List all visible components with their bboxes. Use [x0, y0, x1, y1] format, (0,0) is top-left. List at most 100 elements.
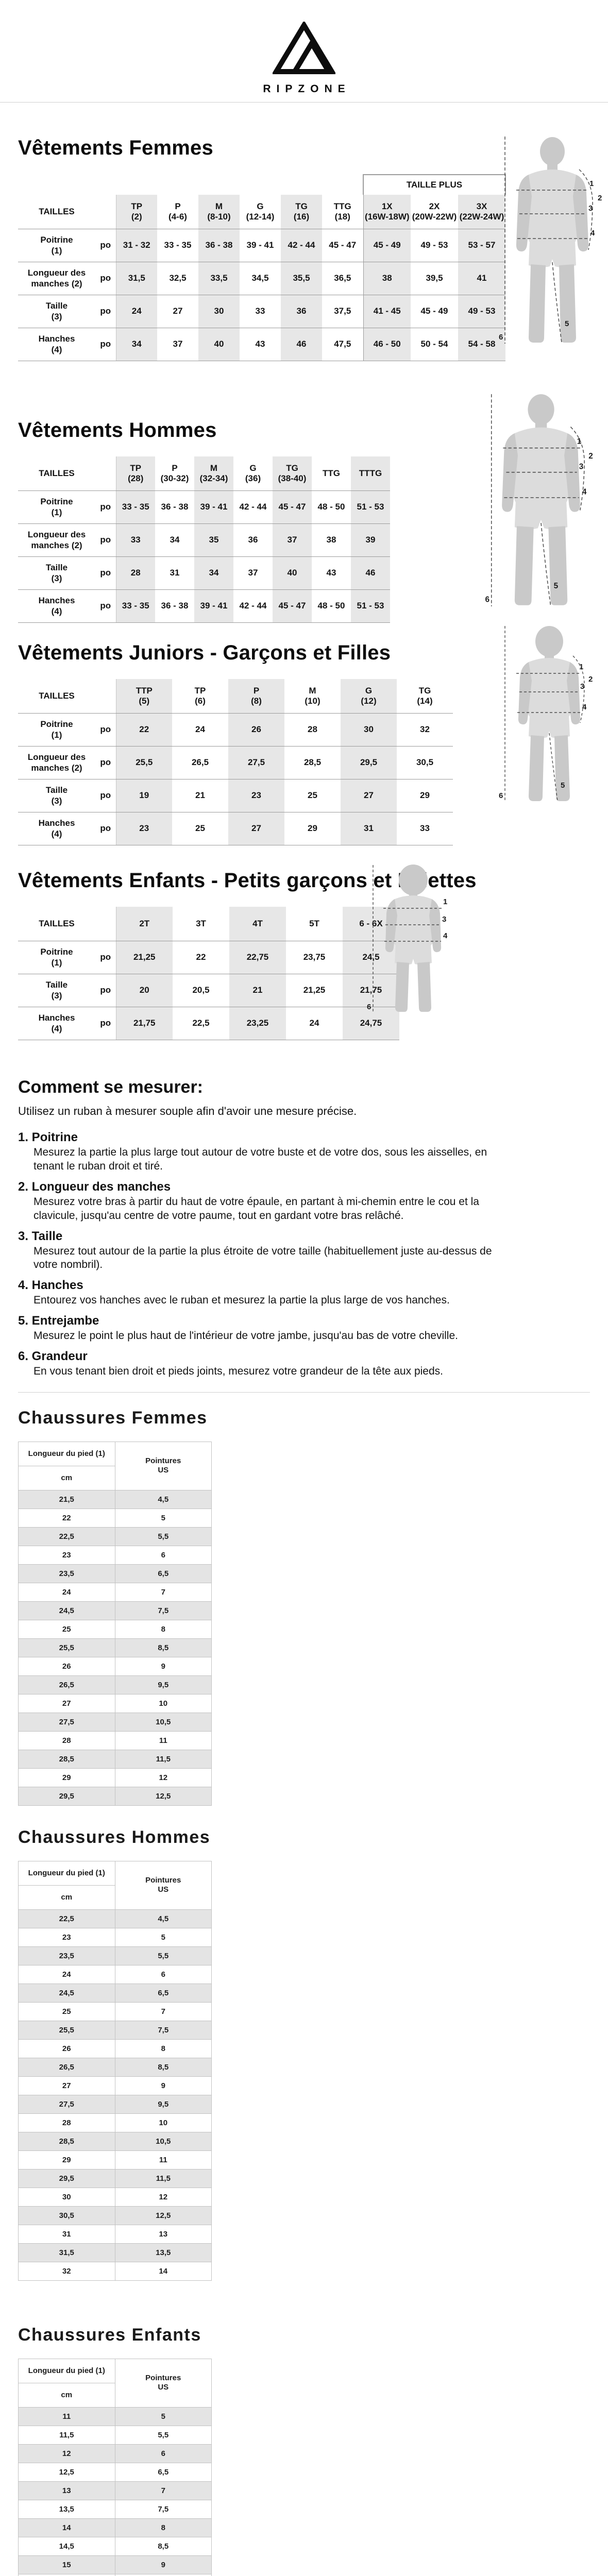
measurement-value: 27,5 [228, 746, 284, 779]
juniors-size-table: TAILLES TTP (5) TP (6) P (8) M (10) G (12) TG (14) Po… [18, 679, 453, 845]
svg-text:6: 6 [367, 1003, 371, 1011]
size-column-header: TTG (18) [322, 195, 363, 229]
table-row: 30,5 12,5 [18, 2206, 212, 2225]
us-size-header: Pointures US [114, 1860, 212, 1910]
us-size-value: 7,5 [114, 2020, 212, 2040]
male-silhouette-icon: 1 2 3 4 5 6 [485, 394, 593, 606]
us-size-value: 5,5 [114, 2425, 212, 2445]
cm-value: 23,5 [18, 1946, 115, 1965]
female-silhouette-icon: 1 2 3 4 5 6 [499, 137, 602, 344]
measurement-value: 37 [157, 328, 198, 361]
measurement-value: 40 [273, 556, 312, 590]
us-size-header: Pointures US [114, 1441, 212, 1490]
us-size-value: 12 [114, 2187, 212, 2207]
measurement-value: 31 [155, 556, 194, 590]
table-row: Longueur des manches (2) po 25,5 26,5 27,5 28,… [18, 746, 453, 779]
measurement-value: 36 [281, 295, 322, 328]
measurement-value: 28 [284, 713, 341, 747]
cm-value: 21,5 [18, 1489, 115, 1509]
table-row: 15,59,5 [18, 2573, 212, 2576]
table-row: 24,5 6,5 [18, 1983, 212, 2003]
row-label: Taille (3) [18, 779, 95, 812]
measurement-value: 26 [228, 713, 284, 747]
table-row: Longueur des manches (2) po 31,5 32,5 33,5 34,… [18, 262, 505, 295]
measurement-value: 22,5 [173, 1007, 229, 1040]
unit-cell: po [95, 229, 116, 262]
size-column-header: 4T [229, 907, 286, 941]
table-row: 31 13 [18, 2224, 212, 2244]
measurement-value: 49 - 53 [411, 229, 458, 262]
row-label: Poitrine (1) [18, 713, 95, 747]
svg-text:6: 6 [499, 333, 503, 342]
row-label: Hanches (4) [18, 328, 95, 361]
unit-cell: po [95, 556, 116, 590]
svg-text:3: 3 [579, 463, 584, 471]
us-size-value: 4,5 [114, 1909, 212, 1928]
measurement-value: 30 [198, 295, 240, 328]
measure-item-description: Entourez vos hanches avec le ruban et me… [33, 1294, 450, 1307]
chaussures-hommes-title: Chaussures Hommes [18, 1827, 211, 1847]
us-size-value: 7 [114, 2002, 212, 2021]
section-chaussures-femmes: Chaussures Femmes Longueur du pied (1) Po… [0, 1408, 608, 1806]
cm-value: 23 [18, 1927, 115, 1947]
row-label: Poitrine (1) [18, 229, 95, 262]
measurement-value: 38 [363, 262, 411, 295]
measurement-value: 36 - 38 [198, 229, 240, 262]
measurement-value: 23 [228, 779, 284, 812]
measurement-value: 29 [397, 779, 453, 812]
table-row: 11 5 [18, 2406, 212, 2426]
size-column-header: TTG [312, 456, 351, 491]
size-column-header: P (4-6) [157, 195, 198, 229]
child-silhouette-icon: 1 2 3 4 5 6 [499, 626, 593, 802]
cm-value: 14,5 [18, 2536, 115, 2556]
cm-value: 26 [18, 1656, 115, 1676]
svg-text:5: 5 [565, 319, 569, 328]
us-size-value: 9 [114, 1656, 212, 1676]
us-size-header: Pointures US [114, 2358, 212, 2408]
measurement-value: 24 [172, 713, 228, 747]
section-femmes: Vêtements Femmes TAILLE PLUS TAILLES TP (2)… [0, 137, 608, 361]
table-row: 23,5 5,5 [18, 1946, 212, 1965]
row-label: Hanches (4) [18, 1007, 95, 1040]
unit-cell: po [95, 589, 116, 623]
table-row: Taille (3) po 24 27 30 33 36 37,5 41 - 45 45 - 49 4… [18, 295, 505, 328]
us-size-value: 11,5 [114, 2168, 212, 2188]
measure-item: 1. Poitrine Mesurez la partie la plus lar… [18, 1130, 590, 1174]
cm-value: 29 [18, 2150, 115, 2170]
cm-value: 13,5 [18, 2499, 115, 2519]
measurement-value: 20 [116, 974, 173, 1007]
measure-intro: Utilisez un ruban à mesurer souple afin … [18, 1105, 357, 1117]
size-column-header: 3T [173, 907, 229, 941]
us-size-value: 5,5 [114, 1527, 212, 1546]
measure-item: 3. Taille Mesurez tout autour de la parti… [18, 1229, 590, 1273]
measure-item-title: 3. Taille [18, 1229, 63, 1243]
row-label: Poitrine (1) [18, 941, 95, 974]
size-column-header: P (8) [228, 679, 284, 714]
table-row: 21,5 4,5 [18, 1489, 212, 1509]
table-row: 27,5 10,5 [18, 1712, 212, 1732]
size-column-header: TG (14) [397, 679, 453, 714]
table-row: Taille (3) po 19 21 23 25 27 29 [18, 779, 453, 812]
spacer-cell [18, 175, 363, 195]
enfants-size-table: TAILLES 2T 3T 4T 5T 6 - 6X Poitrine (1) po 21,25 2… [18, 907, 399, 1040]
row-label: Longueur des manches (2) [18, 746, 95, 779]
unit-cell: po [95, 262, 116, 295]
size-column-header: M (8-10) [198, 195, 240, 229]
measurement-value: 28,5 [284, 746, 341, 779]
measure-item-title: 1. Poitrine [18, 1130, 78, 1144]
table-row: 14 8 [18, 2518, 212, 2537]
table-row: Longueur des manches (2) po 33 34 35 36 37 38 39 [18, 523, 390, 557]
cm-value: 27,5 [18, 2094, 115, 2114]
cm-value: 24 [18, 1964, 115, 1984]
svg-text:3: 3 [580, 682, 584, 691]
chaussures-hommes-table: Longueur du pied (1) Pointures US cm 22,5 4,5… [18, 1860, 212, 2281]
measurement-value: 22 [173, 941, 229, 974]
measurement-value: 45 - 47 [273, 589, 312, 623]
measurement-value: 21 [172, 779, 228, 812]
cm-value: 27 [18, 2076, 115, 2095]
measurement-value: 35,5 [281, 262, 322, 295]
cm-value: 31,5 [18, 2243, 115, 2262]
svg-text:6: 6 [499, 791, 503, 800]
us-size-value: 10,5 [114, 1712, 212, 1732]
table-row: 31,5 13,5 [18, 2243, 212, 2262]
